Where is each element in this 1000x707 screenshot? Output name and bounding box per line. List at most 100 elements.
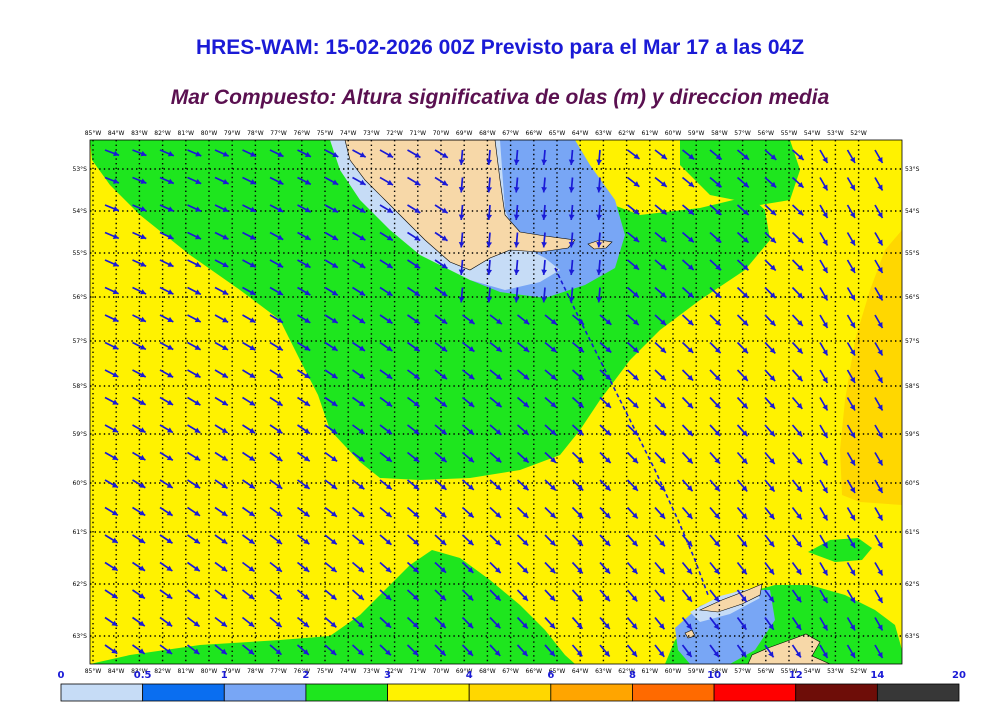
wave-direction-arrowhead [577,567,583,574]
wave-direction-arrowhead [687,430,693,436]
wave-direction-arrowhead [486,241,493,248]
wave-direction-arrowhead [303,621,309,628]
wave-direction-arrowhead [577,484,584,491]
wave-direction-arrowhead [604,457,611,464]
wave-direction-arrowhead [140,150,147,157]
longitude-label: 73°W [363,130,380,137]
wave-direction-arrowhead [549,650,555,657]
wave-direction-arrowhead [222,317,229,323]
longitude-label: 75°W [317,130,334,137]
wave-direction-arrowhead [112,316,119,322]
wave-direction-arrow [901,232,902,234]
longitude-label: 74°W [340,130,357,137]
wave-direction-arrowhead [822,596,828,603]
wave-direction-arrowhead [441,180,448,186]
wave-direction-arrowhead [522,456,529,463]
wave-direction-arrowhead [413,428,420,435]
wave-direction-arrowhead [303,566,310,572]
wave-direction-arrowhead [688,153,695,160]
wave-direction-arrowhead [167,233,174,240]
longitude-label: 56°W [758,130,775,137]
longitude-label: 54°W [804,668,821,675]
map-subtitle: Mar Compuesto: Altura significativa de o… [170,86,830,109]
wave-direction-arrowhead [604,567,611,574]
wave-direction-arrowhead [686,651,692,657]
wave-direction-arrowhead [486,159,493,165]
wave-direction-arrowhead [330,621,337,628]
wave-direction-arrowhead [631,650,637,657]
wave-direction-arrowhead [822,514,828,521]
wave-direction-arrowhead [742,209,749,215]
wave-direction-arrowhead [687,291,694,298]
wave-direction-arrowhead [113,150,120,157]
longitude-label: 77°W [270,130,287,137]
ship-track [554,267,709,596]
wave-direction-arrowhead [715,209,722,215]
wave-direction-arrowhead [276,510,283,517]
longitude-label: 82°W [154,130,171,137]
wave-direction-arrowhead [688,181,695,188]
wave-direction-arrowhead [576,595,583,602]
wave-direction-arrowhead [140,178,147,184]
wave-direction-arrowhead [467,622,474,629]
wave-direction-arrowhead [541,241,548,248]
wave-direction-arrowhead [276,428,283,434]
wave-direction-arrowhead [687,402,693,409]
wave-direction-arrowhead [195,206,202,212]
wave-direction-arrowhead [387,152,394,158]
wave-direction-arrowhead [768,596,774,603]
wave-direction-arrowhead [541,296,548,303]
wave-direction-arrowhead [797,320,803,326]
wave-direction-arrowhead [221,510,228,516]
wave-direction-arrowhead [631,595,638,602]
wave-direction-arrowhead [440,456,447,463]
wave-direction-arrowhead [687,347,694,353]
wave-direction-arrowhead [905,157,910,163]
wave-direction-arrowhead [849,184,855,191]
wave-direction-arrowhead [822,211,828,218]
wave-direction-arrowhead [769,458,775,464]
wave-direction-arrowhead [249,234,256,240]
wave-direction-arrowhead [194,427,201,433]
wave-direction-arrowhead [249,455,255,461]
wave-direction-arrowhead [412,566,419,573]
wave-direction-arrowhead [822,404,828,411]
wave-direction-arrowhead [632,291,639,298]
latitude-label: 56°S [73,294,88,301]
wave-direction-arrowhead [741,402,748,409]
wave-direction-arrowhead [194,455,201,461]
wave-direction-arrowhead [331,400,338,407]
wave-direction-arrowhead [769,402,776,409]
latitude-label: 58°S [905,383,920,390]
wave-direction-arrowhead [905,652,910,658]
wave-direction-arrowhead [658,650,665,657]
wave-direction-arrowhead [632,374,639,381]
latitude-label: 62°S [905,581,920,588]
wave-direction-arrowhead [166,510,173,516]
wave-direction-arrowhead [713,540,720,547]
longitude-label: 69°W [456,130,473,137]
wave-direction-arrowhead [660,347,666,353]
wave-direction-arrowhead [221,538,228,544]
wave-direction-arrowhead [458,269,465,275]
wave-direction-arrowhead [413,318,420,324]
longitude-label: 83°W [131,668,148,675]
longitude-label: 75°W [317,668,334,675]
wave-direction-arrowhead [193,621,200,627]
wave-direction-arrowhead [139,316,146,322]
longitude-label: 83°W [131,130,148,137]
colorbar-swatch [713,683,797,702]
wave-direction-arrowhead [660,264,667,270]
wave-direction-arrowhead [303,511,310,517]
latitude-label: 57°S [73,338,88,345]
latitude-label: 61°S [905,529,920,536]
longitude-label: 69°W [456,668,473,675]
wave-direction-arrowhead [632,457,639,464]
colorbar-label: 2 [302,670,309,681]
wave-direction-arrowhead [248,648,255,655]
wave-direction-arrowhead [166,620,173,627]
wave-direction-arrow [901,535,902,536]
wave-direction-arrowhead [458,241,465,248]
wave-direction-arrowhead [688,209,694,215]
latitude-label: 63°S [905,633,920,640]
